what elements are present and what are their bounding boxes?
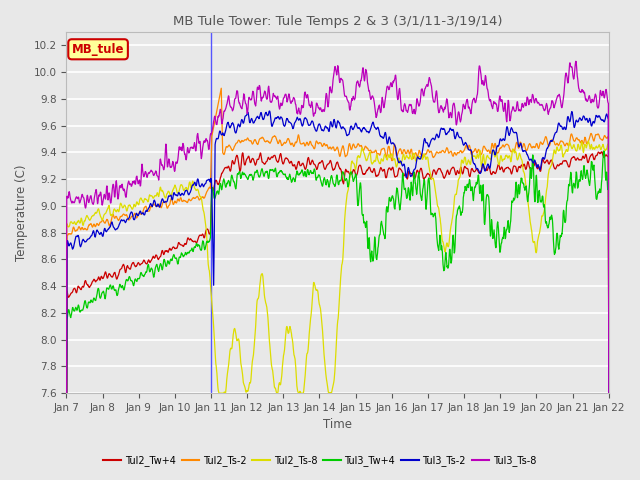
Line: Tul2_Ts-2: Tul2_Ts-2 <box>67 88 609 393</box>
Y-axis label: Temperature (C): Temperature (C) <box>15 164 28 261</box>
Tul2_Ts-8 <box>104 204 112 209</box>
Tul2_Tw+4 <box>304 156 312 162</box>
Tul2_Tw+4 <box>104 273 112 278</box>
Tul3_Tw+4 <box>63 390 70 396</box>
Tul3_Tw+4 <box>104 286 112 292</box>
Tul3_Ts-8 <box>104 196 112 202</box>
Tul3_Tw+4 <box>304 167 312 172</box>
Tul2_Ts-8 <box>304 349 312 355</box>
Tul2_Tw+4 <box>598 149 605 155</box>
Tul3_Ts-8 <box>371 106 379 111</box>
Line: Tul3_Tw+4: Tul3_Tw+4 <box>67 151 609 393</box>
Tul3_Tw+4 <box>605 390 612 396</box>
Tul2_Tw+4 <box>292 166 300 171</box>
Tul2_Tw+4 <box>371 169 379 175</box>
Tul2_Ts-2 <box>304 142 312 148</box>
Line: Tul2_Tw+4: Tul2_Tw+4 <box>67 152 609 393</box>
Tul3_Ts-8 <box>127 181 134 187</box>
Tul2_Ts-8 <box>314 287 321 293</box>
Tul2_Ts-2 <box>293 139 301 145</box>
Tul3_Ts-2 <box>314 124 322 130</box>
Tul3_Ts-8 <box>314 102 321 108</box>
Tul3_Tw+4 <box>371 236 379 241</box>
Tul3_Tw+4 <box>127 277 134 283</box>
Tul2_Ts-8 <box>127 204 134 209</box>
Tul3_Ts-2 <box>304 121 312 127</box>
Title: MB Tule Tower: Tule Temps 2 & 3 (3/1/11-3/19/14): MB Tule Tower: Tule Temps 2 & 3 (3/1/11-… <box>173 15 502 28</box>
Tul2_Ts-2 <box>314 141 322 146</box>
Tul3_Ts-2 <box>372 125 380 131</box>
Tul3_Ts-8 <box>63 390 70 396</box>
Tul3_Ts-8 <box>292 107 300 112</box>
Tul2_Ts-2 <box>605 390 612 396</box>
Tul3_Ts-8 <box>572 59 580 64</box>
Tul3_Tw+4 <box>314 175 321 180</box>
Tul2_Tw+4 <box>605 390 612 396</box>
Legend: Tul2_Tw+4, Tul2_Ts-2, Tul2_Ts-8, Tul3_Tw+4, Tul3_Ts-2, Tul3_Ts-8: Tul2_Tw+4, Tul2_Ts-2, Tul2_Ts-8, Tul3_Tw… <box>100 452 540 470</box>
Tul2_Ts-2 <box>104 220 112 226</box>
Line: Tul3_Ts-2: Tul3_Ts-2 <box>67 111 609 393</box>
Tul3_Tw+4 <box>600 148 607 154</box>
Line: Tul2_Ts-8: Tul2_Ts-8 <box>67 141 609 393</box>
Tul2_Ts-8 <box>585 138 593 144</box>
Tul2_Ts-8 <box>292 378 300 384</box>
Tul3_Ts-2 <box>293 115 301 121</box>
Tul2_Tw+4 <box>314 165 321 171</box>
Tul3_Tw+4 <box>292 171 300 177</box>
Tul2_Tw+4 <box>127 266 134 272</box>
Tul3_Ts-2 <box>104 226 112 232</box>
Tul3_Ts-2 <box>127 211 134 216</box>
Text: MB_tule: MB_tule <box>72 43 124 56</box>
Tul2_Ts-2 <box>63 390 70 396</box>
Tul2_Ts-2 <box>218 85 225 91</box>
Tul2_Ts-8 <box>63 390 70 396</box>
X-axis label: Time: Time <box>323 419 352 432</box>
Tul3_Ts-8 <box>304 92 312 98</box>
Tul3_Ts-2 <box>266 108 273 114</box>
Tul2_Tw+4 <box>63 390 70 396</box>
Tul2_Ts-2 <box>127 216 134 221</box>
Tul3_Ts-2 <box>63 390 70 396</box>
Tul3_Ts-8 <box>605 390 612 396</box>
Tul3_Ts-2 <box>605 390 612 396</box>
Tul2_Ts-8 <box>371 158 379 164</box>
Line: Tul3_Ts-8: Tul3_Ts-8 <box>67 61 609 393</box>
Tul2_Ts-2 <box>372 147 380 153</box>
Tul2_Ts-8 <box>605 390 612 396</box>
